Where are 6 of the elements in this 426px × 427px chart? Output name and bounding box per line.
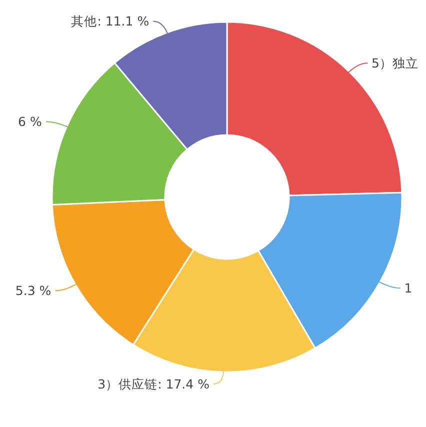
- slice-label: 1: [404, 280, 412, 296]
- slice-label: 6 %: [18, 114, 42, 130]
- slice-label: 5）独立: [372, 55, 419, 70]
- slice-label: 3）供应链: 17.4 %: [98, 376, 210, 392]
- slice-label: 其他: 11.1 %: [71, 14, 150, 29]
- slice-label: 5.3 %: [15, 283, 52, 298]
